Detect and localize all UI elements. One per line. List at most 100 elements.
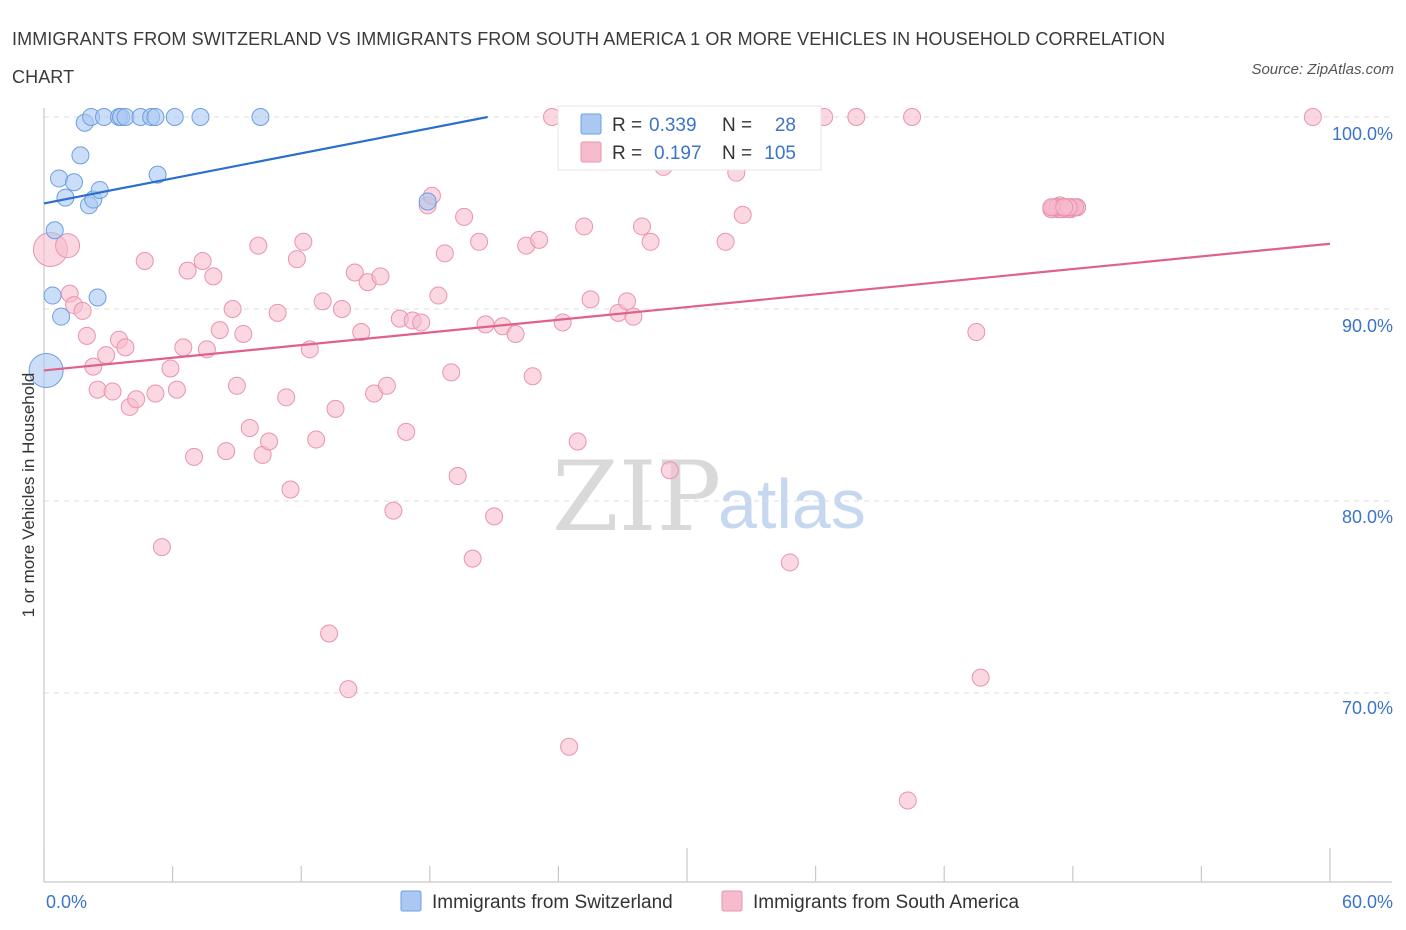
bottom-legend-swatch-south-america [721, 890, 743, 912]
south-america-point-20 [178, 261, 197, 280]
south-america-point-76 [568, 432, 587, 451]
south-america-point-42 [320, 624, 339, 643]
south-america-point-92 [780, 553, 799, 572]
legend-r-label-south-america: R = [612, 143, 642, 164]
south-america-point-13 [127, 390, 146, 409]
south-america-point-4 [73, 301, 92, 320]
south-america-point-134 [1055, 198, 1074, 217]
south-america-point-25 [210, 321, 229, 340]
south-america-point-98 [967, 323, 986, 342]
legend-n-label-switzerland: N = [722, 115, 752, 136]
south-america-point-81 [617, 292, 636, 311]
south-america-point-14 [135, 252, 154, 270]
south-america-point-37 [287, 250, 306, 269]
south-america-point-26 [217, 442, 236, 461]
y-tick-label-70: 70.0% [1342, 698, 1393, 718]
south-america-point-5 [77, 326, 96, 345]
switzerland-point-14 [95, 108, 114, 126]
legend-r-value-switzerland: 0.339 [649, 115, 697, 136]
south-america-point-83 [632, 217, 651, 236]
switzerland-trend-line [43, 115, 488, 205]
legend-n-value-south-america: 105 [764, 143, 796, 164]
south-america-point-52 [384, 501, 403, 520]
legend-n-value-switzerland: 28 [775, 115, 796, 136]
south-america-point-24 [204, 267, 223, 286]
switzerland-point-2 [52, 307, 71, 326]
y-axis-label: 1 or more Vehicles in Household [19, 373, 38, 618]
y-tick-labels: 100.0% 90.0% 80.0% 70.0% [1332, 124, 1393, 718]
south-america-point-72 [530, 230, 549, 249]
south-america-point-65 [470, 232, 489, 251]
bottom-legend-label-switzerland: Immigrants from Switzerland [432, 892, 673, 913]
watermark-zip: ZIP [552, 441, 721, 553]
south-america-point-97 [903, 108, 922, 126]
legend-swatch-south-america [580, 141, 602, 163]
x-tick-label-max: 60.0% [1342, 892, 1393, 912]
south-america-point-38 [294, 232, 313, 251]
switzerland-point-6 [65, 173, 84, 192]
switzerland-point-21 [165, 108, 184, 126]
legend-n-label-south-america: N = [722, 143, 752, 164]
south-america-point-27 [223, 300, 242, 318]
south-america-point-51 [377, 376, 396, 395]
legend-swatch-switzerland [580, 113, 602, 135]
switzerland-point-1 [43, 286, 62, 305]
south-america-point-136 [1303, 108, 1322, 126]
switzerland-point-17 [116, 108, 135, 126]
south-america-point-46 [345, 263, 364, 282]
switzerland-point-24 [148, 165, 167, 184]
south-america-point-66 [476, 315, 495, 334]
watermark-atlas: atlas [718, 465, 866, 543]
south-america-point-91 [733, 205, 752, 224]
south-america-point-95 [847, 108, 866, 126]
south-america-point-50 [371, 267, 390, 286]
south-america-point-135 [971, 668, 990, 687]
south-america-point-29 [234, 324, 253, 343]
source-note: Source: ZipAtlas.com [1251, 61, 1394, 78]
south-america-point-67 [485, 507, 504, 526]
south-america-point-7 [88, 380, 107, 399]
bottom-legend-label-south-america: Immigrants from South America [753, 892, 1020, 913]
legend: R = 0.339 N = 28 R = 0.197 N = 105 [557, 105, 822, 171]
y-tick-label-100: 100.0% [1332, 124, 1393, 144]
south-america-point-77 [575, 217, 594, 236]
switzerland-point-3 [45, 221, 64, 240]
switzerland-point-23 [251, 108, 270, 126]
south-america-point-89 [716, 232, 735, 251]
y-tick-label-80: 80.0% [1342, 507, 1393, 527]
legend-r-label-switzerland: R = [612, 115, 642, 136]
south-america-point-17 [161, 359, 180, 378]
south-america-point-60 [435, 244, 454, 263]
switzerland-point-25 [418, 192, 437, 211]
switzerland-point-4 [50, 169, 69, 188]
grid [44, 116, 1390, 694]
south-america-point-36 [281, 480, 300, 499]
south-america-point-61 [442, 363, 461, 382]
south-america-point-8 [97, 346, 116, 365]
switzerland-point-7 [71, 146, 90, 165]
trend-lines [43, 115, 1331, 372]
south-america-point-44 [332, 300, 351, 318]
switzerland-point-10 [90, 180, 109, 199]
south-america-point-18 [167, 380, 186, 399]
south-america-point-59 [429, 286, 448, 305]
south-america-point-54 [397, 422, 416, 441]
south-america-point-40 [307, 430, 326, 449]
south-america-point-11 [116, 338, 135, 357]
bottom-legend: Immigrants from Switzerland Immigrants f… [400, 890, 1020, 913]
south-america-point-64 [463, 549, 482, 568]
south-america-point-28 [227, 376, 246, 395]
south-america-point-62 [448, 467, 467, 486]
south-america-point-74 [553, 313, 572, 332]
south-america-point-75 [560, 737, 579, 756]
legend-box [557, 105, 822, 171]
bottom-legend-swatch-switzerland [400, 890, 422, 912]
south-america-point-19 [174, 338, 193, 357]
south-america-point-9 [103, 382, 122, 401]
south-america-point-47 [352, 323, 371, 342]
south-america-point-84 [641, 232, 660, 251]
switzerland-point-11 [88, 288, 107, 307]
south-america-point-35 [277, 388, 296, 407]
legend-r-value-south-america: 0.197 [654, 143, 702, 164]
